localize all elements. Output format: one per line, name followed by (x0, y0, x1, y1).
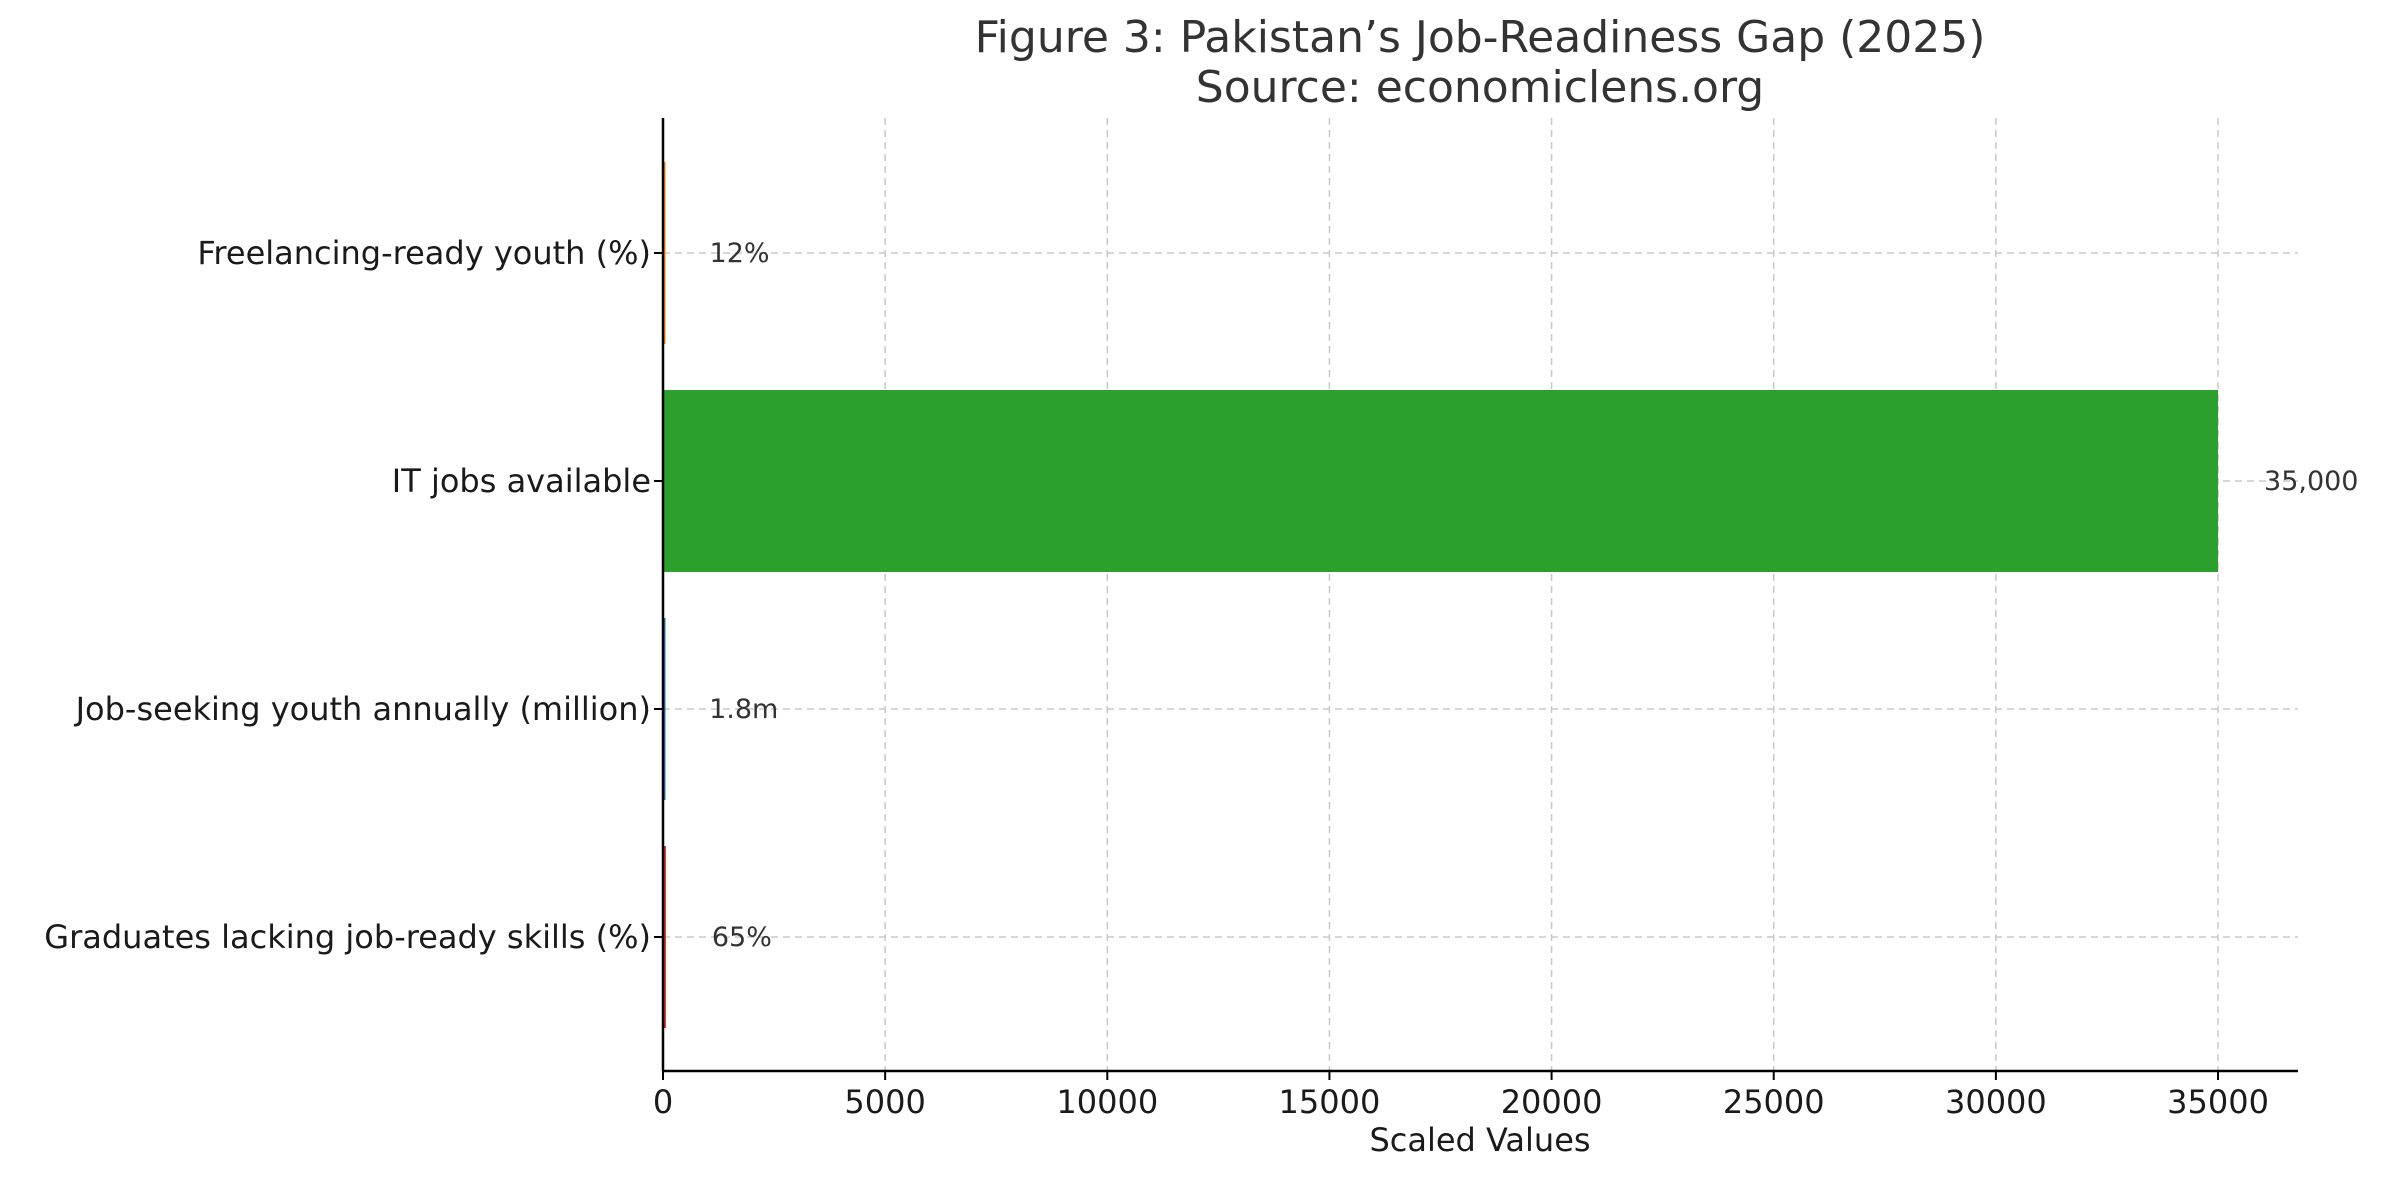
x-tick-label: 15000 (1279, 1083, 1381, 1121)
bar (663, 846, 666, 1028)
category-label: Freelancing-ready youth (%) (197, 234, 651, 272)
grid-layer (663, 118, 2298, 1071)
label-layer: 0 5000 10000 15000 20000 25000 30000 35000 Gradu… (44, 234, 2358, 1121)
data-label: 65% (712, 922, 772, 953)
bar-layer (663, 162, 2219, 1028)
x-tick-label: 25000 (1723, 1083, 1825, 1121)
data-label: 35,000 (2264, 466, 2358, 497)
x-tick-label: 10000 (1056, 1083, 1158, 1121)
x-tick-label: 0 (653, 1083, 673, 1121)
x-tick-label: 35000 (2167, 1083, 2269, 1121)
category-label: IT jobs available (392, 462, 651, 500)
bar (663, 390, 2219, 572)
x-tick-label: 5000 (844, 1083, 925, 1121)
chart-title: Figure 3: Pakistan’s Job-Readiness Gap (… (975, 12, 1986, 63)
data-label: 1.8m (709, 694, 778, 725)
x-tick-label: 20000 (1501, 1083, 1603, 1121)
category-label: Job-seeking youth annually (million) (74, 690, 651, 728)
data-label: 12% (710, 238, 770, 269)
axis-layer (654, 118, 2298, 1080)
x-axis-label: Scaled Values (1369, 1121, 1590, 1159)
chart-subtitle: Source: economiclens.org (1196, 62, 1764, 113)
x-tick-label: 30000 (1945, 1083, 2047, 1121)
category-label: Graduates lacking job-ready skills (%) (44, 918, 651, 956)
